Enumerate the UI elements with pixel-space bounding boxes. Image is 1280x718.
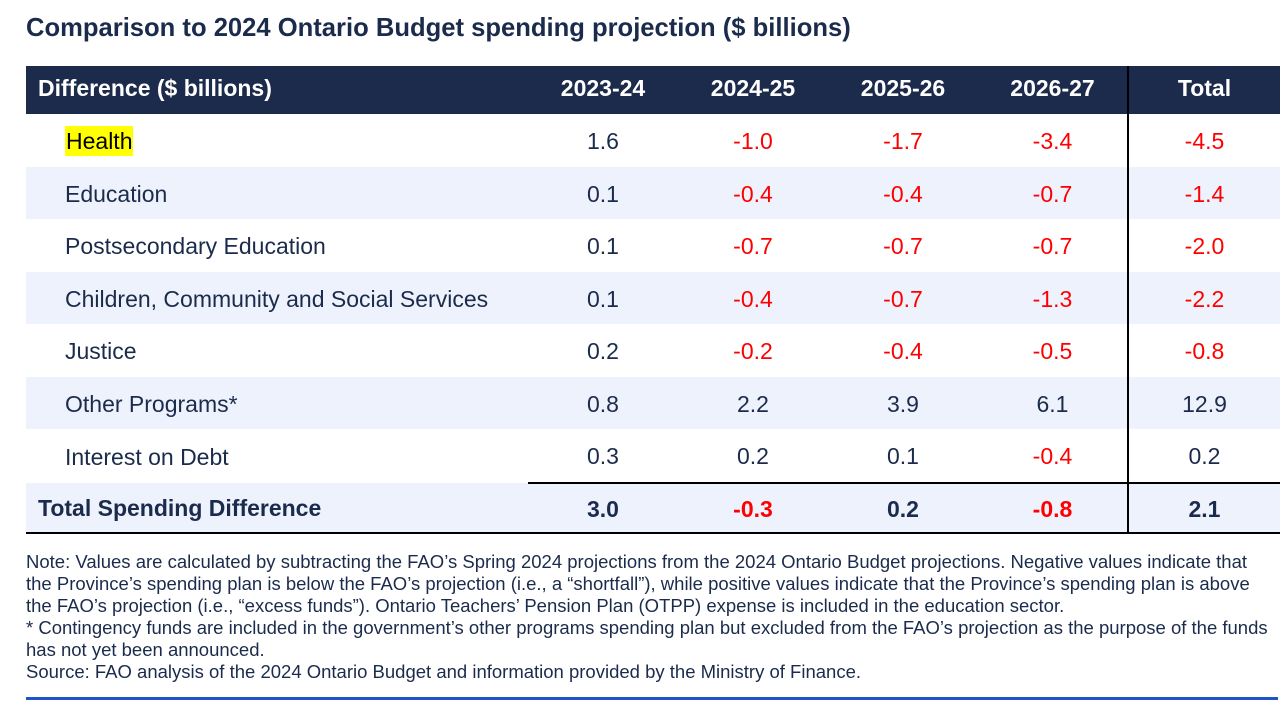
row-label: Education [26,166,528,219]
table-row: Postsecondary Education 0.1 -0.7 -0.7 -0.7 -2… [26,219,1280,272]
value-cell: -0.5 [1032,338,1073,365]
value-cell: -0.4 [1032,443,1073,470]
value-cell: -3.4 [1032,128,1073,155]
table-row: Children, Community and Social Services 0… [26,271,1280,324]
table-row: Health 1.6 -1.0 -1.7 -3.4 -4.5 [26,114,1280,167]
total-value-cell: -0.8 [978,481,1128,534]
row-label: Other Programs* [26,376,528,429]
value-cell: 0.2 [587,338,619,365]
footnote-text: * Contingency funds are included in the … [26,617,1268,660]
row-label: Postsecondary Education [65,233,326,260]
value-cell: 0.2 [1127,429,1280,483]
value-cell: 0.8 [528,376,678,429]
value-cell: -0.4 [678,271,828,324]
value-cell: -1.7 [883,128,923,155]
table-notes: Note: Values are calculated by subtracti… [26,551,1272,683]
value-cell: 0.1 [587,233,619,260]
page-title: Comparison to 2024 Ontario Budget spendi… [26,14,851,42]
column-header: Total [1127,65,1280,114]
value-cell: -0.2 [733,338,773,365]
header-row: Difference ($ billions) 2023-24 2024-25 202… [26,65,1280,114]
value-cell: -1.0 [733,128,773,155]
source-text: Source: FAO analysis of the 2024 Ontario… [26,661,862,682]
budget-comparison-table: Difference ($ billions) 2023-24 2024-25 202… [26,65,1280,535]
value-cell: -0.7 [883,233,923,260]
row-label: Justice [65,338,137,365]
column-header: Difference ($ billions) [26,65,528,114]
value-cell: 1.6 [587,128,619,155]
value-cell: -2.2 [1127,271,1280,324]
row-label: Health [26,114,528,167]
total-row-label: Total Spending Difference [26,482,528,534]
table-row: Justice 0.2 -0.2 -0.4 -0.5 -0.8 [26,324,1280,377]
value-cell: 0.1 [528,166,678,219]
value-cell: -0.8 [1127,324,1280,377]
value-cell: -1.4 [1127,166,1280,219]
table-body: Health 1.6 -1.0 -1.7 -3.4 -4.5 Education 0.1 -0.… [26,114,1280,534]
total-value-cell: 0.2 [828,481,978,534]
value-cell: -0.7 [1032,233,1073,260]
table-header: Difference ($ billions) 2023-24 2024-25 202… [26,65,1280,114]
value-cell: 0.1 [528,271,678,324]
table-row: Education 0.1 -0.4 -0.4 -0.7 -1.4 [26,166,1280,219]
value-cell: 6.1 [978,376,1128,429]
total-value-cell: 2.1 [1127,481,1280,534]
row-label: Children, Community and Social Services [26,271,528,324]
value-cell: 12.9 [1127,376,1280,429]
column-header: 2024-25 [678,65,828,114]
value-cell: 2.2 [678,376,828,429]
value-cell: -0.4 [678,166,828,219]
value-cell: -4.5 [1127,114,1280,167]
total-value-cell: 3.0 [528,481,678,534]
table-row: Other Programs* 0.8 2.2 3.9 6.1 12.9 [26,376,1280,429]
note-text: Note: Values are calculated by subtracti… [26,551,1250,616]
table-row: Interest on Debt 0.3 0.2 0.1 -0.4 0.2 [26,429,1280,483]
value-cell: -0.4 [883,338,923,365]
value-cell: -0.7 [978,166,1128,219]
bottom-rule [26,697,1278,700]
column-header: 2025-26 [828,65,978,114]
value-cell: -1.3 [978,271,1128,324]
value-cell: 0.1 [887,443,919,470]
highlighted-text: Health [65,126,134,157]
total-row: Total Spending Difference 3.0 -0.3 0.2 -0.8 2… [26,481,1280,534]
column-header: 2026-27 [978,65,1128,114]
total-value-cell: -0.3 [678,481,828,534]
column-header: 2023-24 [528,65,678,114]
value-cell: 0.3 [587,443,619,470]
row-label: Interest on Debt [65,443,229,470]
value-cell: -0.4 [828,166,978,219]
value-cell: -2.0 [1127,219,1280,272]
value-cell: -0.7 [733,233,773,260]
value-cell: -0.7 [828,271,978,324]
value-cell: 3.9 [828,376,978,429]
value-cell: 0.2 [737,443,769,470]
